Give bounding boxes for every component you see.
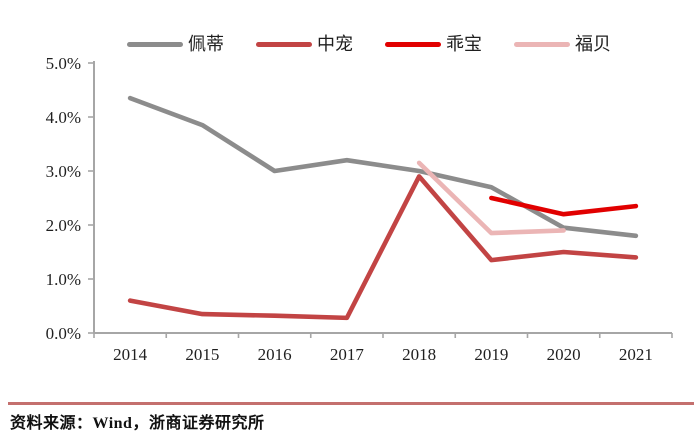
y-axis-label: 4.0% [46, 108, 81, 127]
legend-swatch-icon [385, 41, 441, 47]
x-axis-label: 2014 [113, 345, 148, 364]
footer-divider [8, 402, 694, 405]
legend-label: 中宠 [317, 34, 353, 54]
legend-item-3: 福贝 [514, 33, 611, 55]
legend-swatch-icon [256, 41, 312, 47]
x-axis-label: 2015 [185, 345, 219, 364]
y-axis-label: 5.0% [46, 54, 81, 73]
x-axis-label: 2020 [547, 345, 581, 364]
y-axis-label: 3.0% [46, 162, 81, 181]
x-axis-label: 2016 [258, 345, 292, 364]
legend-label: 乖宝 [446, 34, 482, 54]
line-chart-canvas: 0.0% 1.0% 2.0% 3.0% 4.0% 5.0% 2014 2015 2016 2017… [46, 54, 673, 364]
y-axis-label: 1.0% [46, 270, 81, 289]
source-note: 资料来源：Wind，浙商证券研究所 [10, 415, 265, 432]
x-axis-label: 2021 [619, 345, 653, 364]
x-axis-label: 2019 [474, 345, 508, 364]
x-axis-label: 2018 [402, 345, 436, 364]
chart-legend: 佩蒂 中宠 乖宝 福贝 [127, 33, 611, 55]
series-line-1 [127, 174, 639, 321]
series-line-0 [127, 95, 639, 239]
legend-label: 福贝 [575, 34, 611, 54]
legend-swatch-icon [514, 41, 570, 47]
legend-item-1: 中宠 [256, 33, 353, 55]
x-axis-label: 2017 [330, 345, 365, 364]
legend-swatch-icon [127, 41, 183, 47]
series-line-2 [489, 195, 639, 217]
legend-label: 佩蒂 [188, 34, 224, 54]
y-axis-label: 2.0% [46, 216, 81, 235]
series-line-3 [416, 160, 566, 236]
legend-item-0: 佩蒂 [127, 33, 224, 55]
y-axis-label: 0.0% [46, 324, 81, 343]
legend-item-2: 乖宝 [385, 33, 482, 55]
